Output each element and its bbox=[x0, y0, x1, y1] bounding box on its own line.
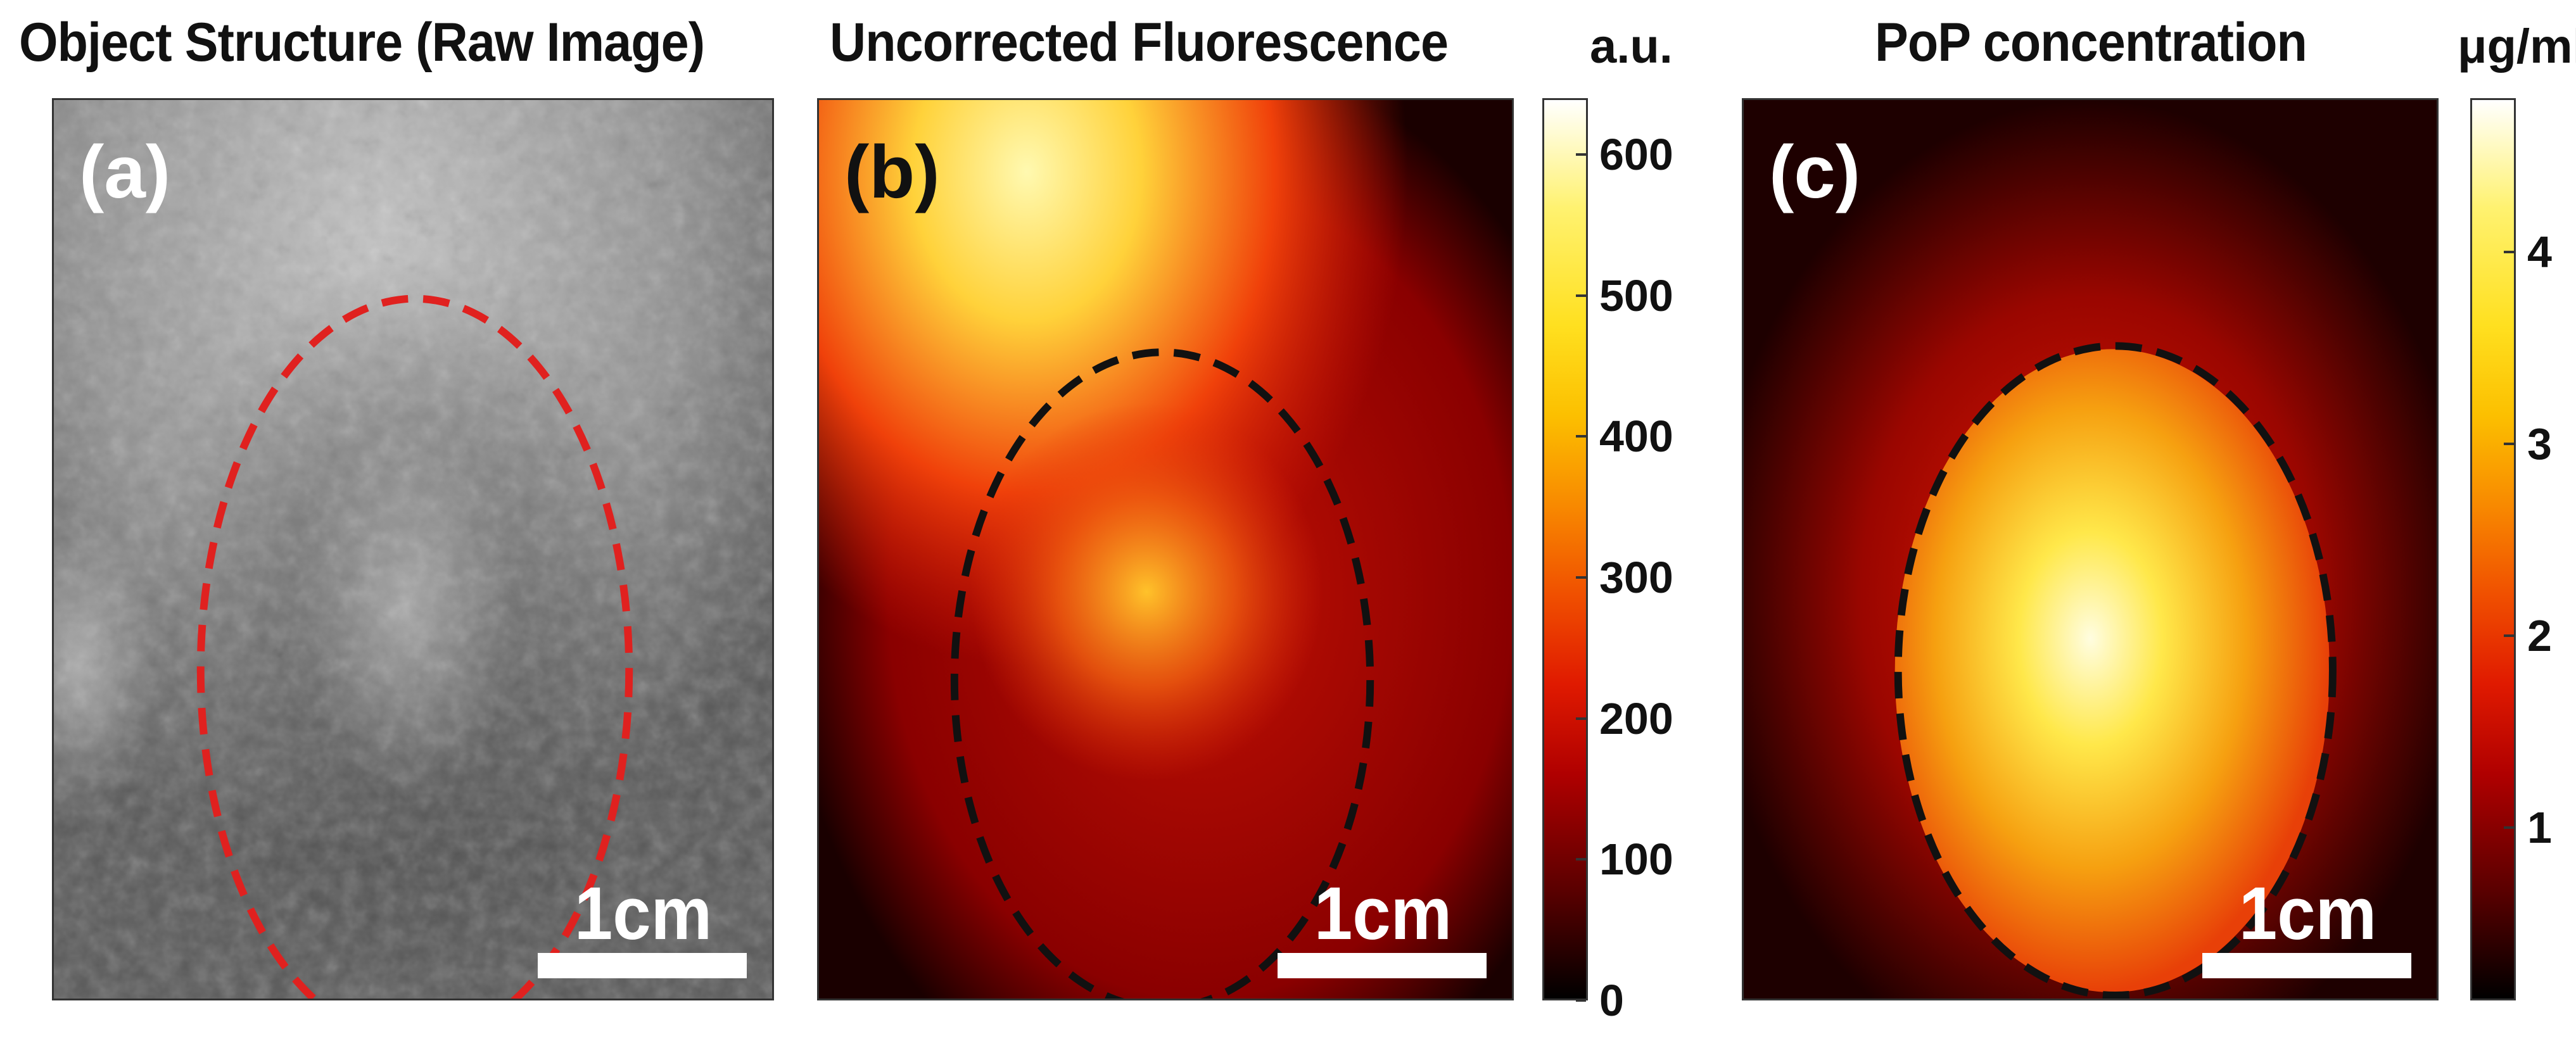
colorbar-b bbox=[1542, 98, 1588, 1000]
colorbar-tick-label: 600 bbox=[1599, 130, 1673, 180]
colorbar-tick-label: 400 bbox=[1599, 412, 1673, 462]
colorbar-tick-mark bbox=[2504, 634, 2514, 637]
panel-b-scale-bar bbox=[1278, 953, 1487, 978]
panel-a-label: (a) bbox=[79, 130, 171, 214]
colorbar-tick-mark bbox=[2504, 826, 2514, 829]
panel-a-title: Object Structure (Raw Image) bbox=[19, 12, 705, 73]
colorbar-tick-mark bbox=[1576, 858, 1586, 861]
panel-b-fluorescence: (b) 1cm bbox=[817, 98, 1514, 1000]
tumor-outline-c bbox=[1894, 342, 2337, 999]
panel-c-title: PoP concentration bbox=[1875, 12, 2307, 73]
colorbar-tick-label: 4 bbox=[2527, 227, 2552, 277]
panel-c-scale-label: 1cm bbox=[2238, 872, 2376, 955]
colorbar-tick-label: 2 bbox=[2527, 610, 2552, 660]
colorbar-tick-label: 200 bbox=[1599, 693, 1673, 743]
panel-b-title: Uncorrected Fluorescence bbox=[830, 12, 1449, 73]
panel-b-label: (b) bbox=[844, 130, 940, 214]
colorbar-tick-mark bbox=[1576, 576, 1586, 579]
concentration-image bbox=[1744, 100, 2437, 999]
panel-a-scale-bar bbox=[538, 953, 747, 978]
colorbar-tick-mark bbox=[1576, 717, 1586, 720]
panel-c-concentration: (c) 1cm bbox=[1742, 98, 2439, 1000]
panel-a-scale-label: 1cm bbox=[574, 872, 712, 955]
colorbar-tick-mark bbox=[2504, 442, 2514, 445]
colorbar-tick-label: 100 bbox=[1599, 835, 1673, 885]
colorbar-tick-mark bbox=[1576, 435, 1586, 438]
panel-a-raw-image: (a) 1cm bbox=[52, 98, 774, 1000]
colorbar-c-unit: μg/ml bbox=[2458, 20, 2576, 73]
panel-c-label: (c) bbox=[1769, 130, 1861, 214]
colorbar-tick-label: 1 bbox=[2527, 803, 2552, 853]
colorbar-tick-label: 0 bbox=[1599, 976, 1624, 1025]
colorbar-tick-mark bbox=[1576, 999, 1586, 1002]
colorbar-b-unit: a.u. bbox=[1590, 20, 1673, 73]
colorbar-tick-label: 500 bbox=[1599, 270, 1673, 320]
fluorescence-image bbox=[819, 100, 1512, 999]
colorbar-tick-mark bbox=[1576, 153, 1586, 156]
panel-b-scale-label: 1cm bbox=[1314, 872, 1452, 955]
panel-c-scale-bar bbox=[2202, 953, 2411, 978]
raw-image bbox=[54, 100, 772, 999]
colorbar-c bbox=[2470, 98, 2516, 1000]
tumor-outline-a bbox=[196, 294, 633, 999]
tumor-outline-b bbox=[950, 348, 1374, 999]
colorbar-tick-label: 3 bbox=[2527, 419, 2552, 469]
colorbar-tick-mark bbox=[1576, 294, 1586, 297]
colorbar-tick-label: 300 bbox=[1599, 553, 1673, 603]
colorbar-tick-mark bbox=[2504, 250, 2514, 253]
